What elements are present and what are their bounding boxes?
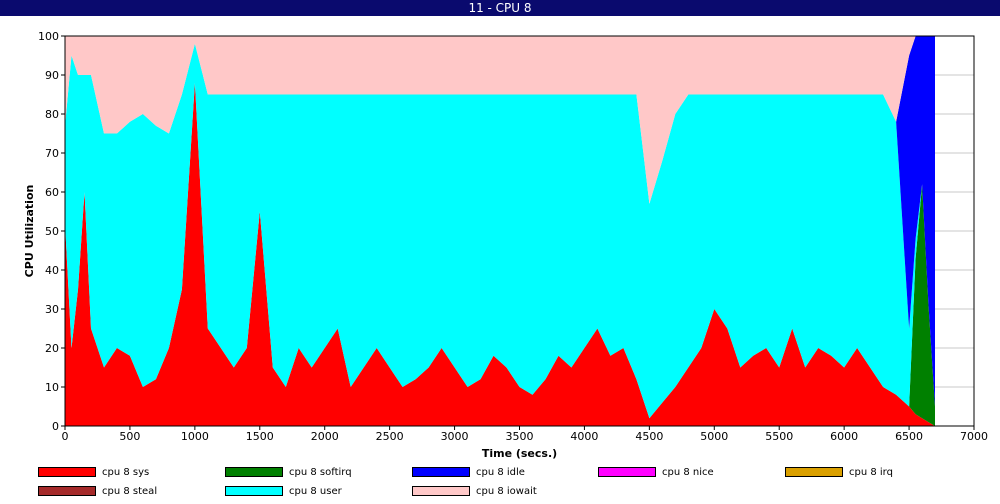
legend-item-iowait: cpu 8 iowait <box>412 486 537 498</box>
legend-label-softirq: cpu 8 softirq <box>289 467 352 478</box>
x-tick-label: 4000 <box>570 430 598 443</box>
legend-swatch-nice <box>598 467 656 477</box>
stacked-area-layer <box>65 36 935 427</box>
x-tick-label: 7000 <box>960 430 988 443</box>
x-tick-label: 3500 <box>506 430 534 443</box>
window-title: 11 - CPU 8 <box>0 0 1000 16</box>
x-tick-label: 1000 <box>181 430 209 443</box>
legend-swatch-sys <box>38 467 96 477</box>
y-tick-label: 40 <box>45 264 59 277</box>
x-tick-label: 2500 <box>376 430 404 443</box>
legend-swatch-iowait <box>412 486 470 496</box>
y-tick-label: 100 <box>38 30 59 43</box>
legend-swatch-user <box>225 486 283 496</box>
legend-label-idle: cpu 8 idle <box>476 467 525 478</box>
legend-item-nice: cpu 8 nice <box>598 467 714 479</box>
x-axis-ticks: 0 500 1000 1500 2000 2500 3000 3500 4000 4500 5000… <box>62 426 988 443</box>
cpu-utilization-chart: 0 500 1000 1500 2000 2500 3000 3500 4000 4500 5000… <box>23 30 988 460</box>
legend-label-sys: cpu 8 sys <box>102 467 150 478</box>
legend: cpu 8 sys cpu 8 softirq cpu 8 idle cpu 8… <box>0 463 1000 504</box>
area-cpu-8-iowait <box>65 36 935 204</box>
legend-label-nice: cpu 8 nice <box>662 467 714 478</box>
legend-item-irq: cpu 8 irq <box>785 467 893 479</box>
legend-label-iowait: cpu 8 iowait <box>476 486 537 497</box>
x-tick-label: 6000 <box>830 430 858 443</box>
x-tick-label: 1500 <box>246 430 274 443</box>
x-tick-label: 500 <box>119 430 140 443</box>
legend-item-idle: cpu 8 idle <box>412 467 525 479</box>
x-tick-label: 5000 <box>700 430 728 443</box>
legend-swatch-softirq <box>225 467 283 477</box>
legend-item-user: cpu 8 user <box>225 486 342 498</box>
legend-label-irq: cpu 8 irq <box>849 467 893 478</box>
y-tick-label: 30 <box>45 303 59 316</box>
legend-item-softirq: cpu 8 softirq <box>225 467 352 479</box>
x-tick-label: 5500 <box>765 430 793 443</box>
y-tick-label: 90 <box>45 69 59 82</box>
y-tick-label: 70 <box>45 147 59 160</box>
legend-item-steal: cpu 8 steal <box>38 486 157 498</box>
y-tick-label: 10 <box>45 381 59 394</box>
y-tick-label: 0 <box>52 420 59 433</box>
legend-item-sys: cpu 8 sys <box>38 467 149 479</box>
y-tick-label: 20 <box>45 342 59 355</box>
y-axis-ticks: 0 10 20 30 40 50 60 70 80 90 100 <box>38 30 65 433</box>
area-cpu-8-user <box>65 43 935 419</box>
x-tick-label: 2000 <box>311 430 339 443</box>
area-cpu-8-sys <box>65 82 935 427</box>
x-tick-label: 6500 <box>895 430 923 443</box>
legend-swatch-irq <box>785 467 843 477</box>
legend-label-user: cpu 8 user <box>289 486 342 497</box>
legend-swatch-idle <box>412 467 470 477</box>
legend-label-steal: cpu 8 steal <box>102 486 158 497</box>
y-tick-label: 50 <box>45 225 59 238</box>
y-tick-label: 80 <box>45 108 59 121</box>
x-tick-label: 0 <box>62 430 69 443</box>
y-tick-label: 60 <box>45 186 59 199</box>
x-axis-label: Time (secs.) <box>482 447 557 460</box>
legend-swatch-steal <box>38 486 96 496</box>
x-tick-label: 3000 <box>441 430 469 443</box>
y-axis-label: CPU Utilization <box>23 185 36 278</box>
x-tick-label: 4500 <box>635 430 663 443</box>
